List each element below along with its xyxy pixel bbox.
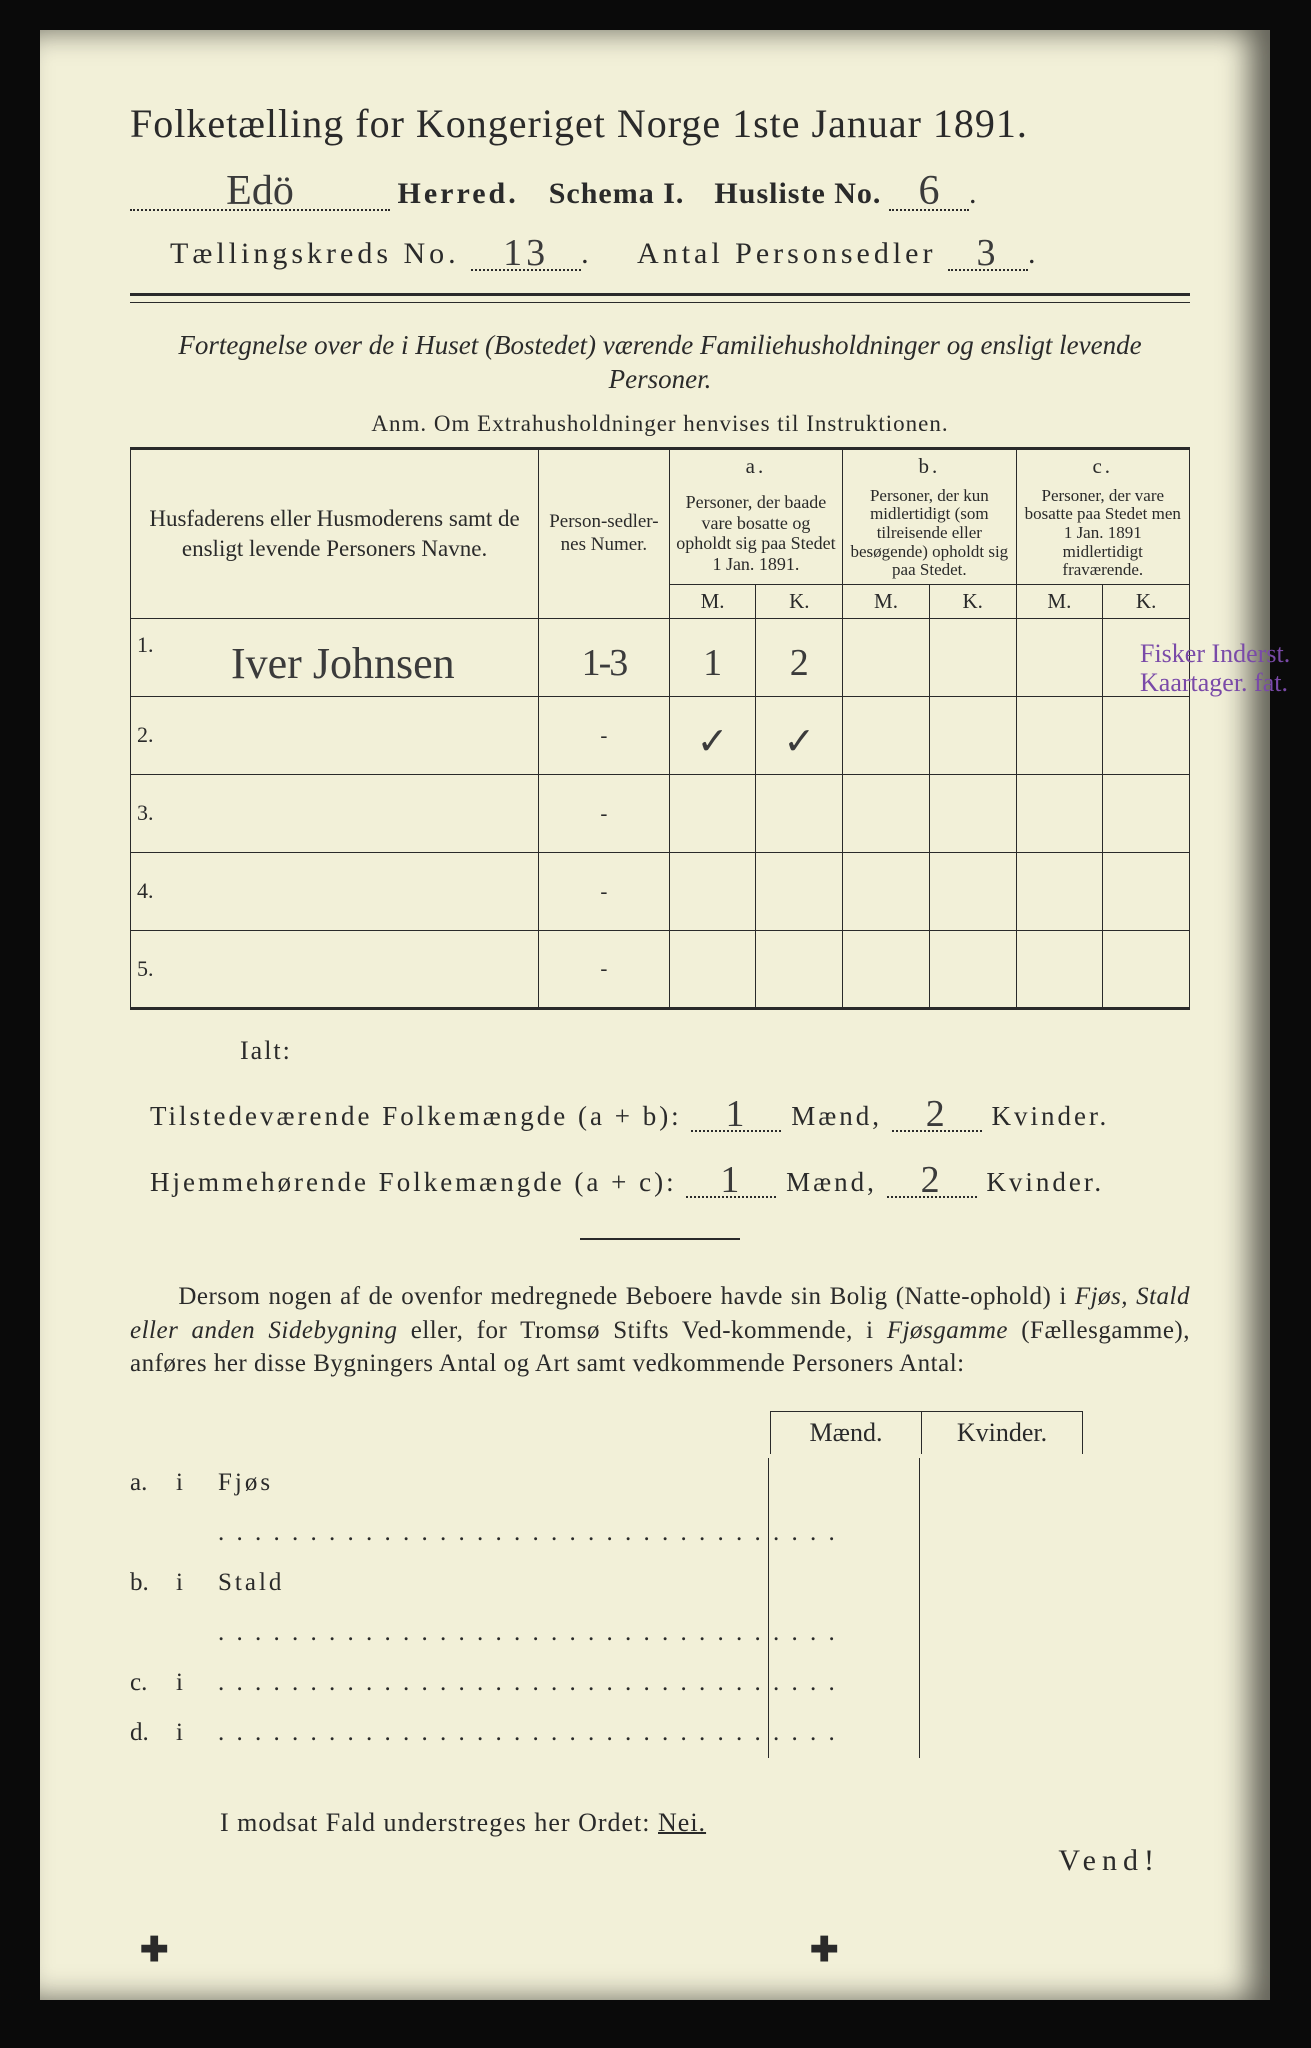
col-b-desc: Personer, der kun midlertidigt (som tilr… bbox=[843, 483, 1016, 585]
row-num: 3. bbox=[137, 800, 154, 826]
abcd-row-b: b. i Stald bbox=[130, 1558, 1190, 1658]
table-row: 5. - bbox=[131, 930, 1190, 1008]
nei-line: I modsat Fald understreges her Ordet: Ne… bbox=[220, 1808, 1190, 1838]
abcd-a-text: Fjøs bbox=[218, 1469, 273, 1496]
table-row: 2. - ✓ ✓ bbox=[131, 696, 1190, 774]
building-paragraph: Dersom nogen af de ovenfor medregnede Be… bbox=[130, 1280, 1190, 1381]
nei-text: I modsat Fald understreges her Ordet: bbox=[220, 1808, 651, 1837]
kreds-label: Tællingskreds No. bbox=[170, 237, 460, 270]
household-table: Husfaderens eller Husmoderens samt de en… bbox=[130, 449, 1190, 1010]
row-num: 5. bbox=[137, 956, 154, 982]
col-c-top: c. bbox=[1016, 449, 1189, 483]
header-line-3: Tællingskreds No. 13. Antal Personsedler… bbox=[170, 225, 1190, 271]
fortegnelse: Fortegnelse over de i Huset (Bostedet) v… bbox=[130, 329, 1190, 397]
row-aK: ✓ bbox=[783, 721, 815, 763]
col-header-name: Husfaderens eller Husmoderens samt de en… bbox=[131, 449, 539, 618]
total1-m: 1 bbox=[725, 1093, 747, 1135]
abcd-c-i: i bbox=[176, 1658, 218, 1708]
row-personseddel: - bbox=[539, 774, 670, 852]
personsedler-label: Antal Personsedler bbox=[637, 237, 936, 270]
cross-mark: ✚ bbox=[140, 1930, 169, 1970]
abcd-a-letter: a. bbox=[130, 1458, 176, 1558]
mk-header: Mænd.Kvinder. bbox=[130, 1411, 1190, 1454]
herred-label: Herred. bbox=[398, 177, 519, 210]
herred-value: Edö bbox=[226, 168, 294, 214]
total1-k: 2 bbox=[926, 1093, 948, 1135]
abcd-d-letter: d. bbox=[130, 1708, 176, 1758]
col-header-num: Person-sedler-nes Numer. bbox=[539, 449, 670, 618]
total2-k: 2 bbox=[921, 1159, 943, 1201]
abcd-b-letter: b. bbox=[130, 1558, 176, 1658]
margin-annotation: Fisker Inderst. Kaartager. fat. bbox=[1140, 640, 1300, 697]
kvinder-col-head: Kvinder. bbox=[922, 1411, 1083, 1454]
row-personseddel: 1-3 bbox=[582, 642, 627, 684]
abcd-row-a: a. i Fjøs bbox=[130, 1458, 1190, 1558]
col-a-desc: Personer, der baade vare bosatte og opho… bbox=[669, 483, 842, 585]
col-a-M: M. bbox=[669, 584, 756, 618]
total-row-1: Tilstedeværende Folkemængde (a + b): 1 M… bbox=[150, 1086, 1190, 1132]
row-num: 2. bbox=[137, 722, 154, 748]
anm-note: Anm. Om Extrahusholdninger henvises til … bbox=[130, 411, 1190, 437]
kvinder-label: Kvinder. bbox=[991, 1101, 1109, 1131]
short-rule bbox=[580, 1238, 740, 1240]
maend-label: Mænd, bbox=[791, 1101, 882, 1131]
abcd-a-i: i bbox=[176, 1458, 218, 1558]
row-aM: ✓ bbox=[697, 721, 729, 763]
husliste-label: Husliste No. bbox=[714, 177, 881, 210]
row-personseddel: - bbox=[539, 696, 670, 774]
maend-col-head: Mænd. bbox=[770, 1411, 922, 1454]
abcd-d-i: i bbox=[176, 1708, 218, 1758]
abcd-list: a. i Fjøs b. i Stald c. i d. i bbox=[130, 1458, 1190, 1758]
col-a-K: K. bbox=[756, 584, 843, 618]
maend-label: Mænd, bbox=[786, 1167, 877, 1197]
vend-label: Vend! bbox=[1058, 1844, 1160, 1878]
table-row: 4. - bbox=[131, 852, 1190, 930]
personsedler-value: 3 bbox=[976, 232, 999, 274]
total1-label: Tilstedeværende Folkemængde (a + b): bbox=[150, 1101, 682, 1131]
row-personseddel: - bbox=[539, 930, 670, 1008]
schema-label: Schema I. bbox=[549, 177, 685, 210]
row-bM bbox=[843, 618, 930, 696]
table-row: 1. Iver Johnsen 1-3 1 2 bbox=[131, 618, 1190, 696]
abcd-row-c: c. i bbox=[130, 1658, 1190, 1708]
col-b-top: b. bbox=[843, 449, 1016, 483]
col-c-K: K. bbox=[1103, 584, 1190, 618]
abcd-row-d: d. i bbox=[130, 1708, 1190, 1758]
husliste-value: 6 bbox=[918, 168, 939, 214]
col-c-desc: Personer, der vare bosatte paa Stedet me… bbox=[1016, 483, 1189, 585]
nei-word: Nei. bbox=[658, 1808, 706, 1837]
header-line-2: Edö Herred. Schema I. Husliste No. 6. bbox=[130, 161, 1190, 211]
col-a-top: a. bbox=[669, 449, 842, 483]
rule-double bbox=[130, 293, 1190, 303]
row-cM bbox=[1016, 618, 1103, 696]
abcd-c-letter: c. bbox=[130, 1658, 176, 1708]
row-bK bbox=[929, 618, 1016, 696]
cross-mark: ✚ bbox=[810, 1930, 839, 1970]
abcd-b-text: Stald bbox=[218, 1569, 284, 1596]
abcd-b-i: i bbox=[176, 1558, 218, 1658]
total2-m: 1 bbox=[720, 1159, 742, 1201]
doc-title: Folketælling for Kongeriget Norge 1ste J… bbox=[130, 100, 1190, 147]
row-personseddel: - bbox=[539, 852, 670, 930]
row-aM: 1 bbox=[703, 642, 722, 684]
total2-label: Hjemmehørende Folkemængde (a + c): bbox=[150, 1167, 677, 1197]
kvinder-label: Kvinder. bbox=[986, 1167, 1104, 1197]
row-num: 4. bbox=[137, 878, 154, 904]
row-aK: 2 bbox=[790, 642, 809, 684]
total-row-2: Hjemmehørende Folkemængde (a + c): 1 Mæn… bbox=[150, 1152, 1190, 1198]
ialt-label: Ialt: bbox=[240, 1036, 1190, 1066]
row-name: Iver Johnsen bbox=[231, 639, 455, 688]
col-c-M: M. bbox=[1016, 584, 1103, 618]
document-content: Folketælling for Kongeriget Norge 1ste J… bbox=[130, 100, 1190, 1838]
kreds-value: 13 bbox=[503, 232, 549, 274]
col-b-K: K. bbox=[929, 584, 1016, 618]
col-b-M: M. bbox=[843, 584, 930, 618]
row-num: 1. bbox=[137, 632, 154, 658]
table-row: 3. - bbox=[131, 774, 1190, 852]
